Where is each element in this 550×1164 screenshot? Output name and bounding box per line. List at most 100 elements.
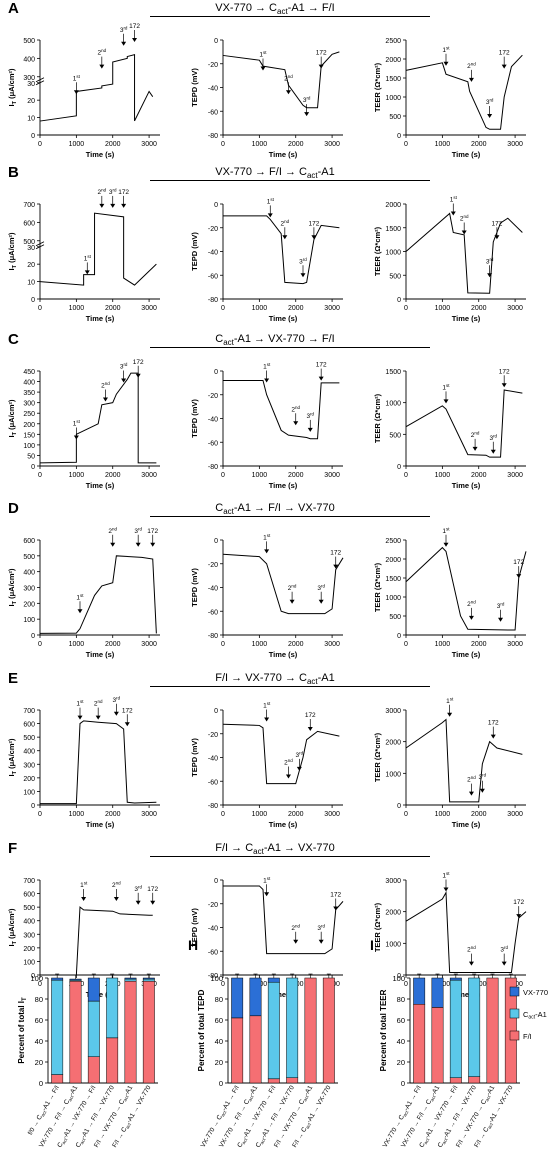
- x-axis-label: Time (s): [86, 150, 115, 159]
- y-tick-label: 50: [27, 453, 35, 460]
- addition-arrow: 2nd: [460, 214, 469, 235]
- x-tick-label: 2000: [105, 305, 121, 312]
- addition-arrow: 172: [330, 892, 342, 911]
- arrow-label: 1st: [442, 871, 450, 880]
- y-tick-label: 1500: [385, 76, 401, 83]
- legend-label: VX-770: [523, 988, 548, 997]
- y-tick-label: 1500: [385, 576, 401, 583]
- x-axis-label: Time (s): [86, 990, 115, 999]
- x-axis-label: Time (s): [269, 650, 298, 659]
- y-axis-label: TEPD (mV): [190, 738, 199, 777]
- y-tick-label: -40: [208, 756, 218, 763]
- y-tick-label: -60: [208, 440, 218, 447]
- y-tick-label: 1000: [385, 595, 401, 602]
- y-tick-label: 100: [23, 789, 35, 796]
- addition-arrow: 172: [305, 712, 316, 731]
- y-tick-label: 0: [31, 633, 35, 640]
- arrow-label: 3rd: [500, 945, 508, 954]
- y-axis-label: TEER (Ω*cm²): [373, 732, 382, 782]
- x-tick-label: 3000: [324, 141, 340, 148]
- x-tick-label: 1000: [435, 141, 451, 148]
- trace-line: [405, 546, 527, 631]
- y-tick-label: 300: [23, 75, 35, 82]
- panel-letter: E: [8, 670, 19, 687]
- bar-segment-f-i: [431, 1007, 444, 1084]
- y-tick-label: 100: [210, 974, 223, 983]
- addition-arrow: 172: [316, 362, 327, 381]
- bar-segment-f-i: [142, 980, 155, 1084]
- y-tick-label: 700: [23, 202, 35, 209]
- addition-arrow: 2nd: [467, 775, 476, 796]
- summary-bar-charts: G020406080100Percent of total ITf/0 → Ca…: [0, 936, 550, 1164]
- bar-segment-cact-a1: [106, 977, 119, 1039]
- y-tick-label: 400: [23, 380, 35, 387]
- y-tick-label: 450: [23, 369, 35, 376]
- x-tick-label: 3000: [141, 641, 157, 648]
- x-tick-label: 3000: [141, 141, 157, 148]
- y-tick-label: 80: [397, 995, 405, 1004]
- panel-c: C Cact-A1 → VX-770 → F/I 0 50 100 150 200 250 30…: [0, 331, 550, 495]
- arrow-label: 3rd: [479, 772, 487, 781]
- category-label: f/0 → Cact-A1 → F/I: [27, 1084, 62, 1136]
- y-axis-label: TEER (Ω*cm²): [373, 562, 382, 612]
- y-tick-label: 300: [23, 586, 35, 593]
- y-tick-label: 0: [214, 708, 218, 715]
- x-tick-label: 0: [38, 811, 42, 818]
- y-tick-label: 1500: [385, 226, 401, 233]
- bar-segment-f-i: [106, 1037, 119, 1084]
- arrow-label: 2nd: [471, 430, 480, 439]
- arrow-label: 1st: [259, 50, 267, 59]
- y-tick-label: 60: [215, 1016, 223, 1025]
- y-tick-label: 20: [35, 1058, 43, 1067]
- y-tick-label: -40: [208, 586, 218, 593]
- x-tick-label: 1000: [252, 141, 268, 148]
- arrow-label: 3rd: [299, 257, 307, 266]
- y-tick-label: 600: [23, 220, 35, 227]
- trace-line: [222, 723, 340, 785]
- y-tick-label: 500: [23, 905, 35, 912]
- x-tick-label: 2000: [288, 641, 304, 648]
- bar-segment-vx-770: [51, 977, 64, 981]
- title-rule: [150, 347, 430, 348]
- y-tick-label: 1000: [385, 771, 401, 778]
- legend-swatch: [509, 1008, 520, 1019]
- arrow-label: 172: [147, 528, 158, 535]
- trace-line: [222, 553, 344, 615]
- bar-segment-f-i: [69, 980, 82, 1084]
- arrow-label: 2nd: [97, 48, 106, 57]
- x-axis-label: Time (s): [269, 150, 298, 159]
- addition-arrow: 1st: [73, 419, 81, 440]
- y-tick-label: -20: [208, 562, 218, 569]
- arrow-label: 1st: [442, 526, 450, 535]
- addition-arrow: 3rd: [317, 923, 325, 944]
- y-tick-label: 2000: [385, 57, 401, 64]
- legend-label: Cact-A1: [523, 1010, 547, 1021]
- trace-line: [223, 215, 340, 285]
- addition-arrow: 2nd: [467, 61, 476, 82]
- x-tick-label: 0: [404, 305, 408, 312]
- addition-arrow: 3rd: [296, 750, 304, 771]
- x-tick-label: 0: [38, 472, 42, 479]
- x-tick-label: 3000: [507, 811, 523, 818]
- x-tick-label: 0: [404, 472, 408, 479]
- y-tick-label: 1000: [385, 95, 401, 102]
- addition-arrow: 1st: [442, 871, 450, 892]
- y-tick-label: 0: [31, 297, 35, 304]
- addition-arrow: 1st: [80, 881, 88, 901]
- y-tick-label: -20: [208, 393, 218, 400]
- bar-segment-cact-a1: [142, 978, 155, 982]
- addition-arrow: 1st: [442, 526, 450, 547]
- trace-line: [405, 212, 523, 294]
- x-tick-label: 3000: [507, 472, 523, 479]
- arrow-label: 2nd: [467, 61, 476, 70]
- plot-teer: 0 1000 2000 3000 0 1000 2000 3000 Time (s) TEER (…: [373, 708, 526, 829]
- bar-segment-cact-a1: [51, 979, 64, 1075]
- y-axis-label: Percent of total IT: [17, 997, 28, 1064]
- arrow-label: 3rd: [486, 257, 494, 266]
- y-tick-label: 40: [397, 1037, 405, 1046]
- arrow-label: 1st: [263, 362, 271, 371]
- x-tick-label: 1000: [435, 305, 451, 312]
